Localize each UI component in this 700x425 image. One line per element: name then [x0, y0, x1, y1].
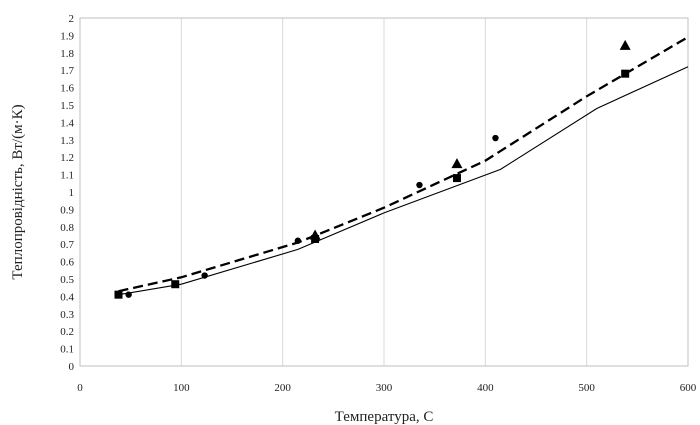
y-axis-title: Теплопровідність, Вт/(м·К) [10, 104, 26, 279]
y-tick-label: 0.2 [60, 326, 74, 338]
square-marker [452, 174, 461, 183]
grid-lines [180, 18, 588, 366]
series-lines [118, 36, 689, 296]
y-tick-label: 1.5 [60, 100, 74, 112]
series-markers [114, 39, 631, 299]
y-tick-label: 0.3 [60, 309, 74, 321]
plot-area-frame [79, 17, 689, 367]
x-axis-title: Температура, С [335, 409, 434, 425]
x-tick-label: 100 [173, 382, 190, 394]
circle-marker [416, 181, 423, 189]
triangle-marker [619, 39, 631, 50]
y-tick-labels: 0 0.1 0.2 0.3 0.4 0.5 0.6 0.7 0.8 0.9 1 1.1 1.2 1.3 1.… [60, 13, 74, 373]
y-tick-label: 1.7 [60, 65, 74, 77]
y-tick-label: 0.6 [60, 257, 74, 269]
circle-marker [201, 272, 208, 279]
y-tick-label: 0.5 [60, 274, 74, 286]
x-tick-label: 600 [680, 382, 697, 394]
y-tick-label: 0.8 [60, 222, 74, 234]
solid-line [118, 66, 689, 296]
x-tick-label: 400 [477, 382, 494, 394]
y-tick-label: 1.8 [60, 48, 74, 60]
y-tick-label: 0 [69, 361, 75, 373]
y-tick-label: 0.4 [60, 291, 74, 303]
y-tick-label: 0.9 [60, 204, 74, 216]
y-tick-label: 1.6 [60, 83, 74, 95]
y-tick-label: 0.1 [60, 344, 74, 356]
x-tick-label: 0 [77, 382, 83, 394]
x-tick-labels: 0 100 200 300 400 500 600 [77, 382, 697, 394]
x-tick-label: 500 [578, 382, 595, 394]
y-tick-label: 0.7 [60, 239, 74, 251]
triangle-marker [309, 229, 321, 240]
circle-marker [125, 291, 132, 298]
triangle-marker [451, 158, 463, 169]
circle-marker [294, 237, 302, 244]
x-tick-label: 300 [376, 382, 393, 394]
square-marker [171, 280, 180, 289]
y-tick-label: 1.4 [60, 117, 74, 129]
dashed-line [118, 36, 689, 293]
x-tick-label: 200 [274, 382, 291, 394]
y-tick-label: 1 [69, 187, 75, 199]
y-tick-label: 1.9 [60, 30, 74, 42]
square-marker [621, 69, 630, 78]
y-tick-label: 1.1 [60, 170, 74, 182]
square-marker [114, 290, 123, 299]
y-tick-label: 1.2 [60, 152, 74, 164]
y-tick-label: 2 [69, 13, 75, 25]
circle-marker [492, 134, 499, 142]
y-tick-label: 1.3 [60, 135, 74, 147]
